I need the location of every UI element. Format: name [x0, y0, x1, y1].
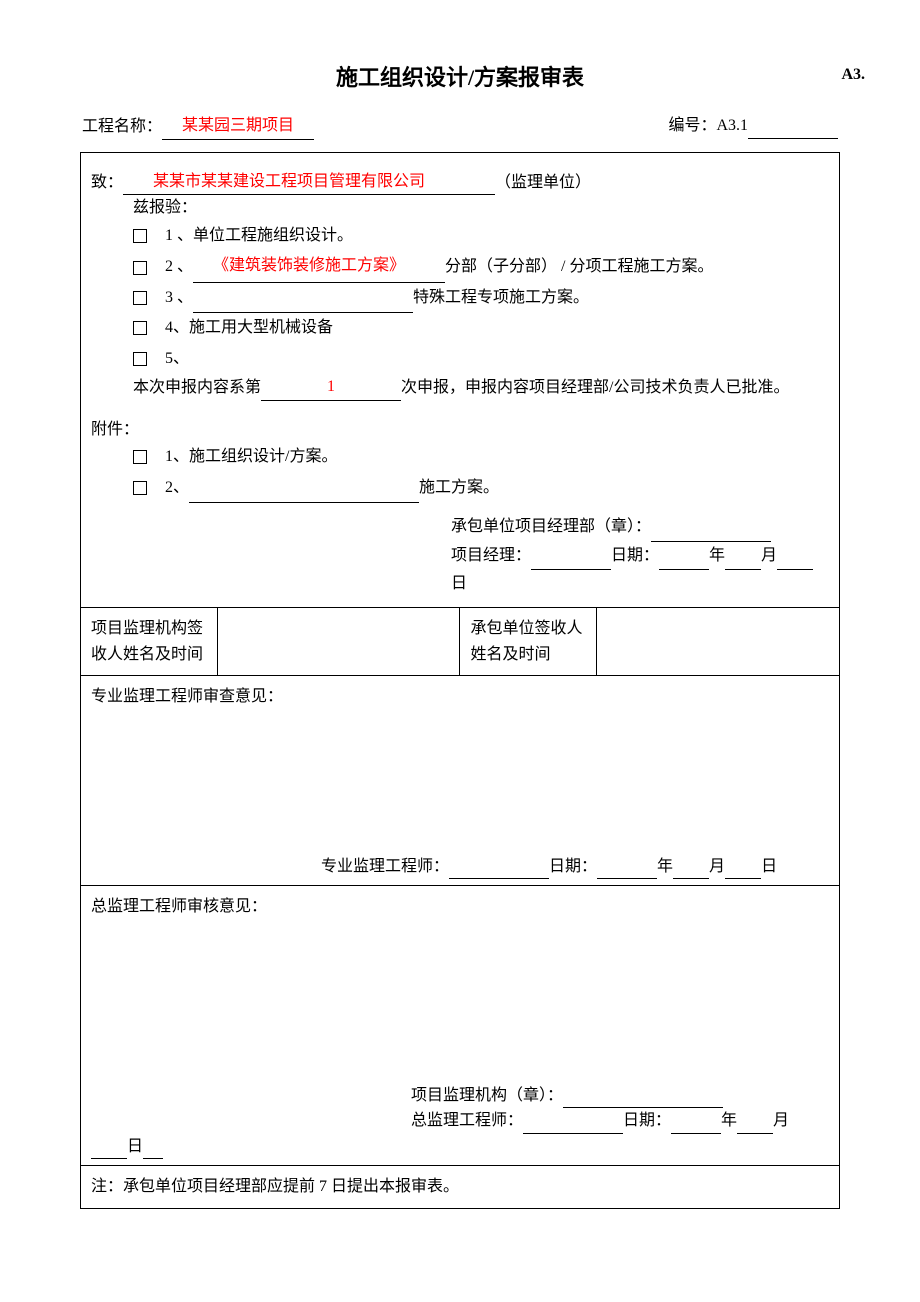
day-1: 日	[451, 575, 467, 592]
s2-month-blank	[673, 878, 709, 879]
s3-day-post	[143, 1158, 163, 1159]
s3-year: 年	[721, 1112, 737, 1129]
project-name: 某某园三期项目	[182, 113, 294, 140]
item-3-row: 3 、 特殊工程专项施工方案。	[91, 283, 829, 313]
report-label: 兹报验：	[91, 195, 829, 221]
s3-chief-blank	[523, 1133, 623, 1134]
supervisor-sign-blank	[217, 608, 460, 676]
section2-sig-label: 专业监理工程师：	[321, 858, 449, 875]
section3-day-row: 日	[91, 1134, 829, 1160]
item-3-prefix: 3 、	[165, 289, 193, 306]
submit-prefix: 本次申报内容系第	[133, 379, 261, 396]
to-label: 致：	[91, 174, 123, 191]
sig-pm-row: 项目经理： 日期： 年 月日	[91, 542, 829, 600]
submit-post	[361, 400, 401, 401]
section3-chief-row: 总监理工程师： 日期： 年 月	[91, 1108, 829, 1134]
page-title: 施工组织设计/方案报审表	[80, 60, 840, 95]
to-post	[425, 194, 495, 195]
attach-2-suffix: 施工方案。	[419, 479, 499, 496]
section3-date-label: 日期：	[623, 1112, 671, 1129]
blank-post	[294, 139, 314, 140]
s3-month-blank	[737, 1133, 773, 1134]
item-3-suffix: 特殊工程专项施工方案。	[413, 289, 589, 306]
sig-pm-label: 项目经理：	[451, 547, 531, 564]
section3-org-label: 项目监理机构（章）：	[411, 1087, 563, 1104]
doc-code: A3.	[841, 62, 865, 88]
item-4: 4、施工用大型机械设备	[165, 319, 333, 336]
attach-label: 附件：	[91, 417, 829, 443]
item-2-suffix: 分部（子分部） / 分项工程施工方案。	[445, 258, 713, 275]
sig-dept-label: 承包单位项目经理部（章）：	[451, 518, 651, 535]
to-value: 某某市某某建设工程项目管理有限公司	[153, 169, 425, 196]
checkbox-icon[interactable]	[133, 291, 147, 305]
section3-org-row: 项目监理机构（章）：	[91, 1083, 829, 1109]
attach-1: 1、施工组织设计/方案。	[165, 448, 337, 465]
number-field: 编号：A3.1	[668, 113, 838, 140]
submit-pre	[261, 400, 301, 401]
attach-1-row: 1、施工组织设计/方案。	[91, 442, 829, 472]
form-table: 致： 某某市某某建设工程项目管理有限公司 （监理单位） 兹报验： 1 、单位工程施组…	[80, 152, 840, 1209]
to-suffix: （监理单位）	[495, 174, 591, 191]
sign-receive-row: 项目监理机构签收人姓名及时间 承包单位签收人姓名及时间	[81, 608, 840, 676]
item-4-row: 4、施工用大型机械设备	[91, 313, 829, 343]
item-1-row: 1 、单位工程施组织设计。	[91, 221, 829, 251]
item-1: 1 、单位工程施组织设计。	[165, 227, 353, 244]
attach2-blank	[189, 502, 419, 503]
blank-pre	[162, 139, 182, 140]
contractor-sign-label: 承包单位签收人姓名及时间	[460, 608, 597, 676]
submit-row: 本次申报内容系第 1 次申报，申报内容项目经理部/公司技术负责人已批准。	[91, 374, 829, 401]
number-label: 编号：A3.1	[668, 117, 748, 134]
project-label: 工程名称：	[82, 118, 162, 135]
s3-year-blank	[671, 1133, 721, 1134]
section3-chief-label: 总监理工程师：	[411, 1112, 523, 1129]
section3-sig-block: 项目监理机构（章）： 总监理工程师： 日期： 年 月 日	[91, 1083, 829, 1160]
s2-day: 日	[761, 858, 777, 875]
contractor-sign-blank	[597, 608, 840, 676]
section3-header: 总监理工程师审核意见：	[91, 894, 829, 920]
s2-year-blank	[597, 878, 657, 879]
section-2: 专业监理工程师审查意见： 专业监理工程师： 日期： 年 月 日	[81, 676, 840, 886]
s2-sig-blank	[449, 878, 549, 879]
submit-suffix: 次申报，申报内容项目经理部/公司技术负责人已批准。	[401, 379, 789, 396]
checkbox-icon[interactable]	[133, 481, 147, 495]
checkbox-icon[interactable]	[133, 229, 147, 243]
checkbox-icon[interactable]	[133, 352, 147, 366]
attach-2-prefix: 2、	[165, 479, 189, 496]
number-blank	[748, 138, 838, 139]
project-name-field: 工程名称： 某某园三期项目	[82, 113, 314, 140]
supervisor-sign-label: 项目监理机构签收人姓名及时间	[81, 608, 218, 676]
date-label-1: 日期：	[611, 547, 659, 564]
section-1: 致： 某某市某某建设工程项目管理有限公司 （监理单位） 兹报验： 1 、单位工程施组…	[81, 152, 840, 608]
item-2-value: 《建筑装饰装修施工方案》	[213, 251, 405, 282]
s2-month: 月	[709, 858, 725, 875]
s3-month: 月	[773, 1112, 789, 1129]
item-2-row: 2 、 《建筑装饰装修施工方案》 分部（子分部） / 分项工程施工方案。	[91, 251, 829, 282]
section-3: 总监理工程师审核意见： 项目监理机构（章）： 总监理工程师： 日期： 年 月 日	[81, 886, 840, 1166]
attach-2-row: 2、 施工方案。	[91, 473, 829, 503]
pm-blank	[531, 569, 611, 570]
item-5: 5、	[165, 350, 189, 367]
section2-sig-row: 专业监理工程师： 日期： 年 月 日	[91, 854, 829, 880]
note-row: 注：承包单位项目经理部应提前 7 日提出本报审表。	[81, 1166, 840, 1209]
day-blank	[777, 569, 813, 570]
meta-row: 工程名称： 某某园三期项目 编号：A3.1	[80, 113, 840, 140]
sig-dept-row: 承包单位项目经理部（章）：	[91, 513, 829, 542]
s3-day-blank	[91, 1158, 127, 1159]
section2-header: 专业监理工程师审查意见：	[91, 684, 829, 710]
s2-day-blank	[725, 878, 761, 879]
month-1: 月	[761, 547, 777, 564]
submit-count: 1	[301, 374, 361, 401]
item-2-prefix: 2 、	[165, 258, 193, 275]
item-5-row: 5、	[91, 344, 829, 374]
month-blank	[725, 569, 761, 570]
checkbox-icon[interactable]	[133, 450, 147, 464]
checkbox-icon[interactable]	[133, 321, 147, 335]
s2-year: 年	[657, 858, 673, 875]
s3-day: 日	[127, 1138, 143, 1155]
year-blank	[659, 569, 709, 570]
checkbox-icon[interactable]	[133, 261, 147, 275]
year-1: 年	[709, 547, 725, 564]
section2-date-label: 日期：	[549, 858, 597, 875]
